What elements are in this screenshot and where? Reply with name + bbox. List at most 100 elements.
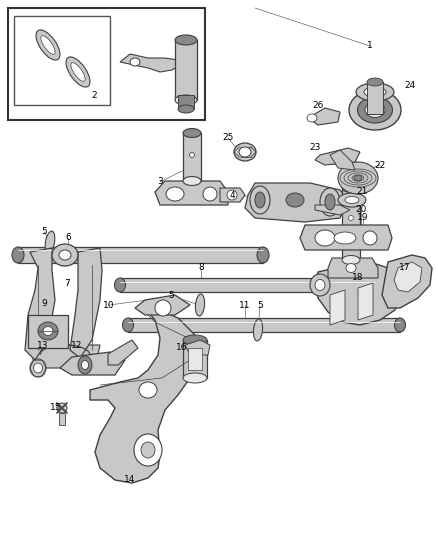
Ellipse shape [203,187,217,201]
Ellipse shape [310,274,330,296]
Ellipse shape [234,143,256,161]
Ellipse shape [334,232,356,244]
Text: 7: 7 [64,279,70,287]
Text: 26: 26 [312,101,324,109]
Polygon shape [358,283,373,320]
Ellipse shape [166,187,184,201]
Ellipse shape [183,128,201,138]
FancyBboxPatch shape [342,188,360,260]
Ellipse shape [286,193,304,207]
Text: 20: 20 [355,206,367,214]
Ellipse shape [315,230,335,246]
Ellipse shape [134,434,162,466]
Text: 4: 4 [229,190,235,199]
Text: 19: 19 [357,214,369,222]
Ellipse shape [66,57,90,87]
Text: 13: 13 [37,341,49,350]
Ellipse shape [130,58,140,66]
Ellipse shape [57,403,67,413]
Polygon shape [315,205,350,215]
Ellipse shape [338,193,366,207]
Ellipse shape [315,279,325,290]
Polygon shape [135,295,190,315]
Ellipse shape [227,190,237,200]
Ellipse shape [78,356,92,374]
Text: 11: 11 [239,301,251,310]
Text: 5: 5 [257,301,263,310]
FancyBboxPatch shape [183,133,201,181]
Ellipse shape [45,231,55,253]
Polygon shape [308,108,340,125]
Text: 10: 10 [103,301,115,310]
Ellipse shape [114,278,126,292]
Ellipse shape [30,359,46,377]
Text: 12: 12 [71,341,83,350]
Text: 23: 23 [309,143,321,152]
FancyBboxPatch shape [120,278,375,292]
Text: 22: 22 [374,160,385,169]
Text: 21: 21 [356,188,367,197]
Polygon shape [14,16,110,105]
Ellipse shape [342,183,360,192]
Polygon shape [188,348,202,370]
Text: 17: 17 [399,262,411,271]
Polygon shape [382,255,432,308]
Polygon shape [60,352,125,375]
FancyBboxPatch shape [178,95,194,109]
Polygon shape [330,290,345,325]
FancyBboxPatch shape [175,40,197,100]
Ellipse shape [175,95,197,105]
Ellipse shape [254,319,263,341]
FancyBboxPatch shape [18,247,263,263]
Text: 9: 9 [41,300,47,309]
Polygon shape [220,188,245,202]
Ellipse shape [183,373,207,383]
Text: 3: 3 [157,177,163,187]
Text: 25: 25 [223,133,234,142]
Ellipse shape [320,188,340,216]
Ellipse shape [36,30,60,60]
Text: 6: 6 [65,233,71,243]
Ellipse shape [395,318,406,332]
Ellipse shape [123,318,134,332]
Text: 5: 5 [168,292,174,301]
Ellipse shape [370,278,381,292]
Ellipse shape [183,176,201,185]
Ellipse shape [141,442,155,458]
Ellipse shape [349,215,353,221]
Ellipse shape [239,147,251,157]
Ellipse shape [38,322,58,340]
Ellipse shape [363,231,377,245]
Ellipse shape [81,360,88,369]
Ellipse shape [325,194,335,210]
Text: 8: 8 [198,263,204,272]
Ellipse shape [346,263,356,272]
Ellipse shape [367,78,383,86]
Ellipse shape [71,63,85,82]
Ellipse shape [52,244,78,266]
Polygon shape [8,8,205,120]
Ellipse shape [139,382,157,398]
Ellipse shape [190,152,194,157]
Text: 24: 24 [404,80,416,90]
Polygon shape [28,315,68,348]
Ellipse shape [183,335,207,345]
Text: 18: 18 [352,273,364,282]
Polygon shape [90,308,198,483]
Polygon shape [185,340,210,355]
Ellipse shape [307,114,317,122]
Polygon shape [300,225,392,250]
Text: 16: 16 [176,343,188,352]
Ellipse shape [338,162,378,194]
Polygon shape [330,150,355,170]
Polygon shape [25,248,55,360]
Polygon shape [315,262,402,325]
FancyBboxPatch shape [367,82,383,114]
FancyBboxPatch shape [59,413,65,425]
Polygon shape [328,258,378,278]
Ellipse shape [357,97,392,123]
Ellipse shape [33,363,42,373]
Text: 5: 5 [41,228,47,237]
Polygon shape [30,345,100,368]
Polygon shape [394,262,422,292]
